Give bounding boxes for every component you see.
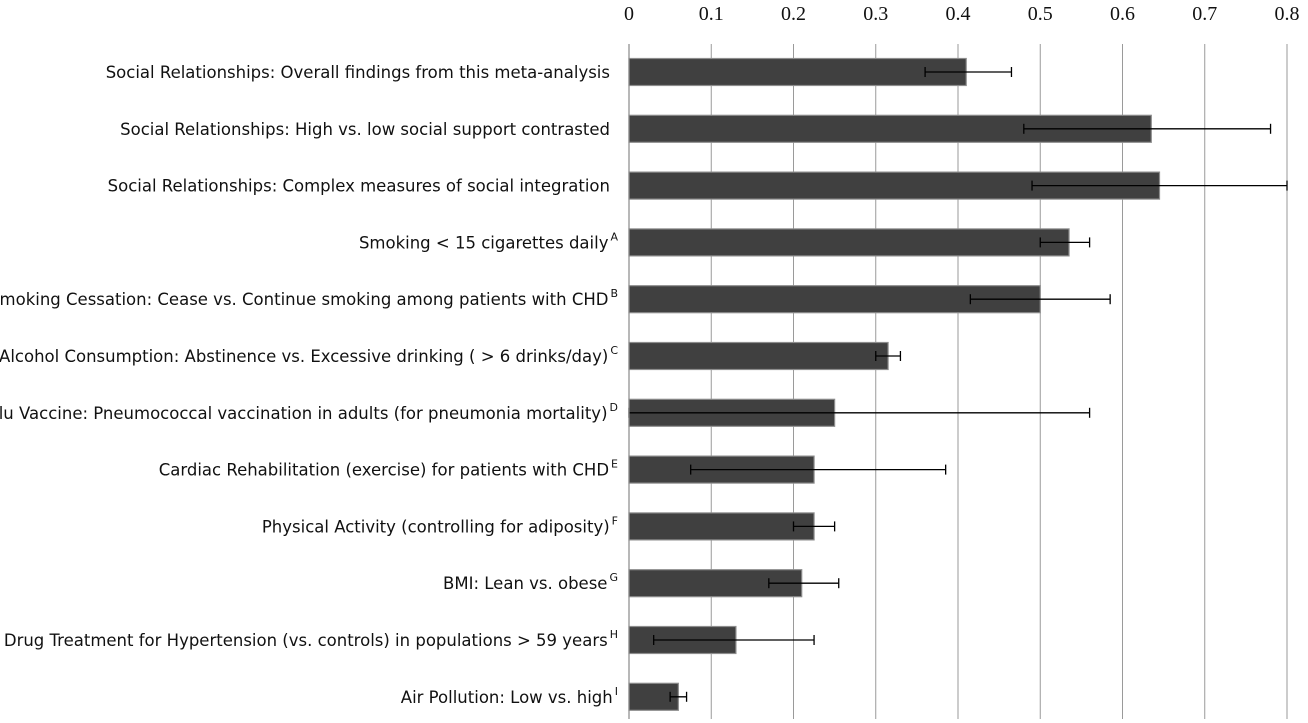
bar xyxy=(628,57,967,87)
bar xyxy=(628,341,889,371)
x-tick-label: 0.4 xyxy=(946,3,971,25)
category-label: Alcohol Consumption: Abstinence vs. Exce… xyxy=(0,344,618,366)
x-tick-label: 0.2 xyxy=(781,3,806,25)
category-labels: Social Relationships: Overall findings f… xyxy=(0,63,618,707)
x-tick-label: 0.6 xyxy=(1110,3,1135,25)
x-tick-label: 0.8 xyxy=(1275,3,1300,25)
category-label: BMI: Lean vs. obese G xyxy=(443,571,618,593)
bar xyxy=(628,228,1070,257)
x-tick-label: 0.5 xyxy=(1028,3,1053,25)
category-label: Smoking < 15 cigarettes daily A xyxy=(359,230,619,252)
x-tick-label: 0.7 xyxy=(1192,3,1217,25)
category-label: Cardiac Rehabilitation (exercise) for pa… xyxy=(159,458,618,480)
x-axis-ticks: 0 0.1 0.2 0.3 0.4 0.5 0.6 0.7 0.8 xyxy=(624,3,1300,25)
bar xyxy=(628,512,815,541)
category-label: Social Relationships: Complex measures o… xyxy=(108,177,610,196)
category-label: Smoking Cessation: Cease vs. Continue sm… xyxy=(0,287,618,309)
category-label: Drug Treatment for Hypertension (vs. con… xyxy=(4,628,618,650)
category-label: Flu Vaccine: Pneumococcal vaccination in… xyxy=(0,401,618,423)
category-label: Social Relationships: High vs. low socia… xyxy=(120,120,610,139)
error-bars xyxy=(628,67,1288,702)
category-label: Air Pollution: Low vs. high I xyxy=(401,685,618,707)
category-label: Physical Activity (controlling for adipo… xyxy=(262,514,618,536)
x-tick-label: 0.1 xyxy=(699,3,724,25)
x-tick-label: 0.3 xyxy=(863,3,888,25)
x-tick-label: 0 xyxy=(624,3,634,25)
category-label: Social Relationships: Overall findings f… xyxy=(106,63,610,82)
bars xyxy=(628,57,1161,711)
gridlines xyxy=(710,44,1288,719)
